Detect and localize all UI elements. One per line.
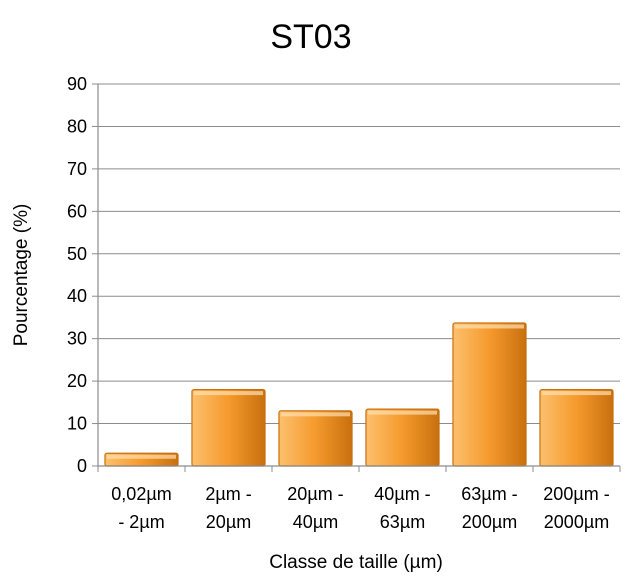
x-tick-label: 20µm -40µm bbox=[287, 484, 343, 532]
bar-highlight bbox=[280, 412, 351, 417]
x-tick-label: 200µm -2000µm bbox=[543, 484, 609, 532]
y-tick-label: 10 bbox=[67, 414, 87, 434]
y-tick-label: 60 bbox=[67, 201, 87, 221]
x-tick-label: 40µm -63µm bbox=[374, 484, 430, 532]
y-tick-label: 40 bbox=[67, 286, 87, 306]
x-tick-labels: 0,02µm - 2µm 2µm -20µm 20µm -40µm 40µm -63µm… bbox=[111, 484, 609, 532]
bar-highlight bbox=[454, 324, 525, 329]
bar-highlight bbox=[367, 410, 438, 415]
y-tick-label: 80 bbox=[67, 116, 87, 136]
x-axis-label: Classe de taille (µm) bbox=[269, 552, 443, 573]
y-tick-label: 30 bbox=[67, 329, 87, 349]
y-tick-label: 0 bbox=[77, 456, 87, 476]
y-axis-label: Pourcentage (%) bbox=[11, 204, 32, 347]
chart-title: ST03 bbox=[270, 18, 351, 56]
x-tick-label: 0,02µm - 2µm bbox=[111, 484, 171, 532]
x-tick-label: 2µm -20µm bbox=[205, 484, 251, 532]
y-tick-label: 50 bbox=[67, 244, 87, 264]
bar bbox=[191, 389, 266, 467]
y-tick-label: 70 bbox=[67, 159, 87, 179]
y-tick-labels: 0 10 20 30 40 50 60 70 80 90 bbox=[67, 74, 87, 476]
y-tick-label: 20 bbox=[67, 371, 87, 391]
x-tick-label: 63µm -200µm bbox=[461, 484, 517, 532]
bar bbox=[539, 389, 614, 467]
bar-highlight bbox=[106, 454, 177, 459]
bar bbox=[365, 408, 440, 467]
axes bbox=[97, 84, 621, 472]
bar-highlight bbox=[541, 391, 612, 396]
gridlines bbox=[92, 83, 620, 467]
y-tick-label: 90 bbox=[67, 74, 87, 94]
bars bbox=[104, 322, 614, 467]
bar bbox=[452, 322, 527, 467]
bar-highlight bbox=[193, 391, 264, 396]
bar bbox=[278, 410, 353, 467]
